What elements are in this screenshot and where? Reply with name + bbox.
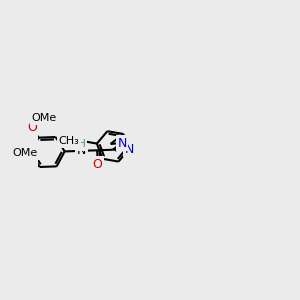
Text: O: O [13,146,23,160]
Text: CH₃: CH₃ [58,136,79,146]
Text: O: O [27,121,37,134]
Text: N: N [77,144,86,157]
Text: N: N [118,136,127,149]
Text: H: H [78,139,86,149]
Text: N: N [124,143,134,156]
Text: OMe: OMe [13,148,38,158]
Text: OMe: OMe [32,113,57,123]
Text: O: O [93,158,103,171]
